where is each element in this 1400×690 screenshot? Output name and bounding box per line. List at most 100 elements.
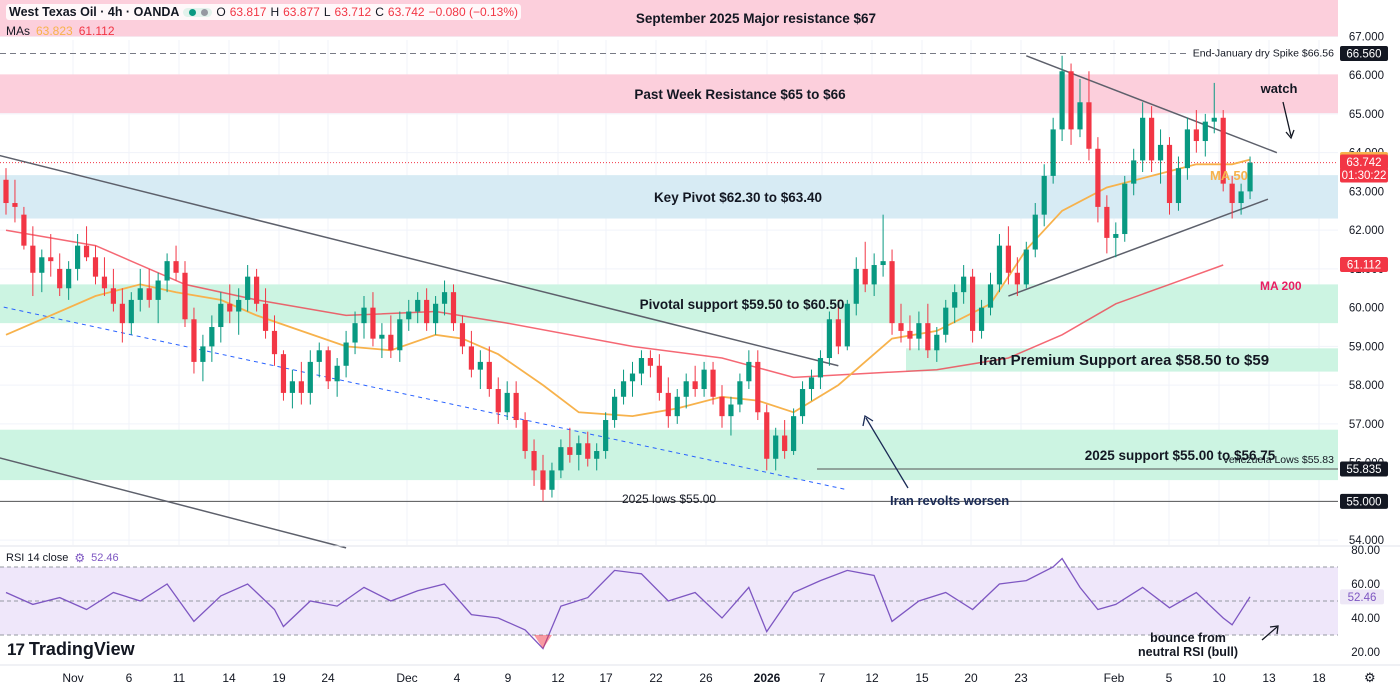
symbol-title[interactable]: West Texas Oil · 4h · OANDA xyxy=(9,5,180,19)
candle[interactable] xyxy=(209,315,215,362)
candle[interactable] xyxy=(638,350,645,386)
candle[interactable] xyxy=(1014,257,1020,297)
tradingview-logo[interactable]: 17 TradingView xyxy=(7,639,135,660)
candle[interactable] xyxy=(1032,203,1038,258)
candle[interactable] xyxy=(907,315,913,351)
candle[interactable] xyxy=(746,350,752,390)
candle[interactable] xyxy=(791,408,797,455)
candle[interactable] xyxy=(1166,137,1173,215)
candle[interactable] xyxy=(862,241,868,293)
candle[interactable] xyxy=(916,311,922,351)
candle[interactable] xyxy=(495,377,501,424)
candle[interactable] xyxy=(1113,222,1119,258)
candle[interactable] xyxy=(271,315,278,366)
candle[interactable] xyxy=(397,311,403,362)
candle[interactable] xyxy=(57,253,63,297)
candle[interactable] xyxy=(307,350,313,405)
candle[interactable] xyxy=(925,303,931,359)
candle[interactable] xyxy=(1202,113,1208,157)
candle[interactable] xyxy=(978,299,985,339)
candle[interactable] xyxy=(835,299,841,355)
candle[interactable] xyxy=(218,292,224,343)
candle[interactable] xyxy=(1086,71,1092,161)
candle[interactable] xyxy=(1211,82,1217,134)
candle[interactable] xyxy=(1131,148,1137,196)
candle[interactable] xyxy=(119,288,125,343)
candle[interactable] xyxy=(450,284,457,331)
candle[interactable] xyxy=(406,299,412,331)
candle[interactable] xyxy=(441,280,448,316)
candle[interactable] xyxy=(433,296,439,335)
candle[interactable] xyxy=(1077,79,1083,138)
candle[interactable] xyxy=(289,369,295,409)
candle[interactable] xyxy=(585,431,591,467)
candle[interactable] xyxy=(459,315,466,355)
candle[interactable] xyxy=(522,412,528,459)
candle[interactable] xyxy=(1149,106,1155,173)
candle[interactable] xyxy=(1157,129,1164,184)
candle[interactable] xyxy=(388,315,394,359)
candle[interactable] xyxy=(12,179,18,223)
candle[interactable] xyxy=(898,303,904,343)
candle[interactable] xyxy=(558,439,564,479)
candle[interactable] xyxy=(280,350,287,401)
candle[interactable] xyxy=(513,381,519,428)
candle[interactable] xyxy=(1059,55,1065,142)
candle[interactable] xyxy=(468,330,474,378)
candle[interactable] xyxy=(1005,226,1011,285)
candle[interactable] xyxy=(1023,241,1029,289)
candle[interactable] xyxy=(853,257,859,316)
candle[interactable] xyxy=(343,330,349,378)
candle[interactable] xyxy=(665,377,671,428)
candle[interactable] xyxy=(254,268,260,312)
candle[interactable] xyxy=(728,396,734,436)
candle[interactable] xyxy=(48,234,54,277)
candle[interactable] xyxy=(155,272,161,324)
candle[interactable] xyxy=(1175,156,1182,211)
candle[interactable] xyxy=(970,268,976,343)
candle[interactable] xyxy=(773,427,779,471)
candle[interactable] xyxy=(1220,110,1226,192)
candle[interactable] xyxy=(164,253,170,293)
candle[interactable] xyxy=(1122,175,1128,242)
candle[interactable] xyxy=(755,350,761,421)
candle[interactable] xyxy=(692,365,698,397)
candle[interactable] xyxy=(3,168,9,215)
candle[interactable] xyxy=(1104,195,1110,254)
candle[interactable] xyxy=(424,288,430,331)
candle[interactable] xyxy=(531,439,537,486)
candle[interactable] xyxy=(603,412,609,459)
candle[interactable] xyxy=(334,358,340,397)
candle[interactable] xyxy=(934,327,940,362)
candle[interactable] xyxy=(415,292,421,324)
candle[interactable] xyxy=(325,346,331,390)
candle[interactable] xyxy=(83,226,90,262)
candle[interactable] xyxy=(236,288,242,335)
candle[interactable] xyxy=(66,261,72,300)
candle[interactable] xyxy=(952,284,958,324)
candle[interactable] xyxy=(262,288,269,339)
candle[interactable] xyxy=(1238,183,1244,215)
candle[interactable] xyxy=(683,373,689,409)
candle[interactable] xyxy=(710,361,716,405)
candle[interactable] xyxy=(110,268,116,312)
candle[interactable] xyxy=(549,462,555,498)
candle[interactable] xyxy=(764,404,770,471)
candle[interactable] xyxy=(504,381,510,421)
candle[interactable] xyxy=(629,361,636,397)
candle[interactable] xyxy=(1247,156,1253,200)
candle[interactable] xyxy=(146,268,152,308)
candle[interactable] xyxy=(316,342,322,378)
candle[interactable] xyxy=(1229,175,1235,219)
candle[interactable] xyxy=(799,381,806,424)
candle[interactable] xyxy=(352,311,358,355)
candle[interactable] xyxy=(540,454,546,502)
candle[interactable] xyxy=(298,361,304,405)
candle[interactable] xyxy=(370,292,376,347)
candle[interactable] xyxy=(39,249,45,293)
candle[interactable] xyxy=(1184,117,1190,180)
candle[interactable] xyxy=(92,245,99,285)
candle[interactable] xyxy=(961,265,967,304)
candle[interactable] xyxy=(1041,164,1047,227)
